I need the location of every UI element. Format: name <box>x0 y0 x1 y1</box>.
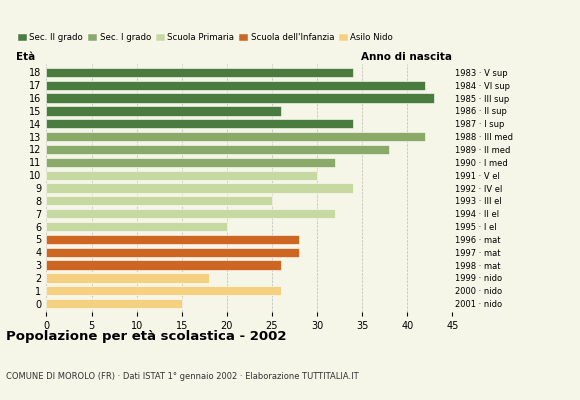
Text: Popolazione per età scolastica - 2002: Popolazione per età scolastica - 2002 <box>6 330 287 343</box>
Bar <box>46 222 227 231</box>
Bar <box>46 119 353 128</box>
Text: COMUNE DI MOROLO (FR) · Dati ISTAT 1° gennaio 2002 · Elaborazione TUTTITALIA.IT: COMUNE DI MOROLO (FR) · Dati ISTAT 1° ge… <box>6 372 358 381</box>
Bar <box>46 158 335 167</box>
Bar <box>46 94 434 103</box>
Bar <box>46 248 299 257</box>
Bar <box>46 209 335 218</box>
Bar <box>46 68 353 77</box>
Bar <box>46 145 389 154</box>
Text: Età: Età <box>16 52 35 62</box>
Bar <box>46 132 425 141</box>
Legend: Sec. II grado, Sec. I grado, Scuola Primaria, Scuola dell'Infanzia, Asilo Nido: Sec. II grado, Sec. I grado, Scuola Prim… <box>18 33 393 42</box>
Bar <box>46 196 272 206</box>
Bar <box>46 273 209 282</box>
Bar <box>46 260 281 270</box>
Bar <box>46 183 353 193</box>
Bar <box>46 170 317 180</box>
Bar <box>46 286 281 296</box>
Bar <box>46 106 281 116</box>
Bar <box>46 299 182 308</box>
Bar <box>46 80 425 90</box>
Bar <box>46 235 299 244</box>
Text: Anno di nascita: Anno di nascita <box>361 52 452 62</box>
